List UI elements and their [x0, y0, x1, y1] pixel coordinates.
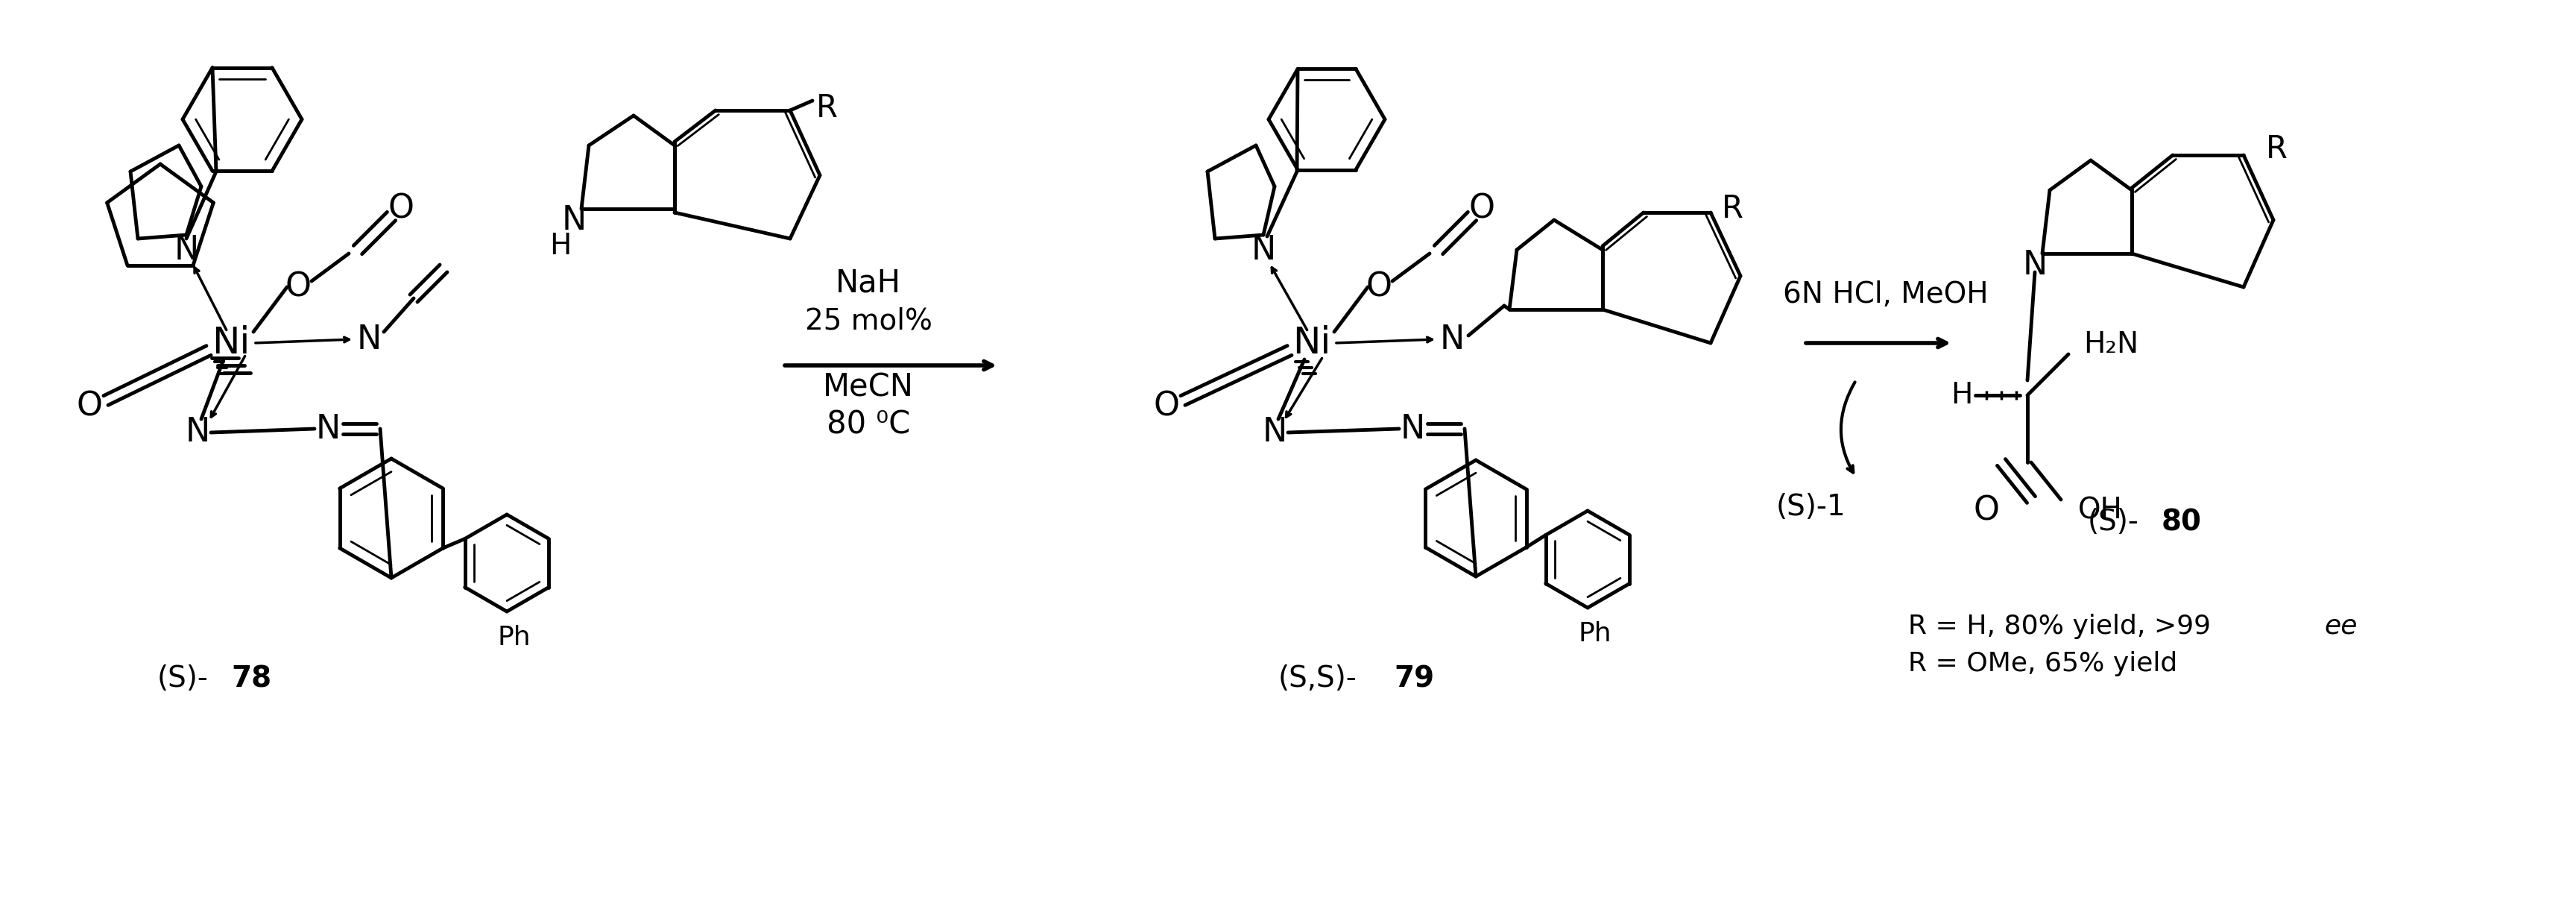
Text: N: N [317, 413, 340, 445]
Text: Ph: Ph [497, 625, 531, 651]
Text: NaH: NaH [835, 268, 902, 299]
Text: R: R [817, 92, 837, 124]
Text: Ph: Ph [1579, 621, 1613, 647]
Text: (S,S)-: (S,S)- [1278, 664, 1358, 693]
Text: 80 ⁰C: 80 ⁰C [827, 409, 909, 441]
Text: O: O [1154, 391, 1180, 423]
Text: N: N [185, 416, 209, 448]
Text: N: N [1440, 323, 1463, 355]
Text: (S)-: (S)- [2089, 508, 2138, 536]
Text: MeCN: MeCN [822, 372, 914, 404]
Text: OH: OH [2079, 497, 2123, 525]
Text: N: N [1401, 413, 1425, 445]
Text: R = H, 80% yield, >99: R = H, 80% yield, >99 [1909, 614, 2221, 639]
Text: R: R [2267, 134, 2287, 165]
Text: 78: 78 [232, 664, 270, 693]
Text: ee: ee [2324, 614, 2357, 639]
Text: (S)-1: (S)-1 [1777, 493, 1847, 522]
Text: (S)-: (S)- [157, 664, 209, 693]
Text: 79: 79 [1394, 664, 1435, 693]
Text: H: H [1950, 381, 1973, 409]
Text: N: N [175, 234, 198, 266]
Text: O: O [1365, 271, 1391, 303]
Text: O: O [1973, 495, 1999, 527]
Text: N: N [562, 204, 587, 236]
Text: R: R [1721, 193, 1744, 224]
Text: R = OMe, 65% yield: R = OMe, 65% yield [1909, 651, 2177, 676]
Text: N: N [355, 323, 381, 355]
Text: H₂N: H₂N [2084, 330, 2138, 359]
Text: O: O [389, 193, 415, 225]
Text: O: O [1468, 193, 1494, 225]
Text: 6N HCl, MeOH: 6N HCl, MeOH [1783, 280, 1989, 308]
Text: Ni: Ni [1293, 325, 1332, 361]
Text: N: N [1252, 234, 1275, 266]
Text: 25 mol%: 25 mol% [804, 307, 933, 335]
Text: N: N [1262, 416, 1288, 448]
Text: O: O [77, 391, 103, 423]
Text: N: N [2022, 249, 2048, 281]
Text: 80: 80 [2161, 508, 2202, 536]
Text: O: O [286, 271, 312, 303]
Text: H: H [549, 231, 572, 260]
Text: Ni: Ni [211, 325, 250, 361]
